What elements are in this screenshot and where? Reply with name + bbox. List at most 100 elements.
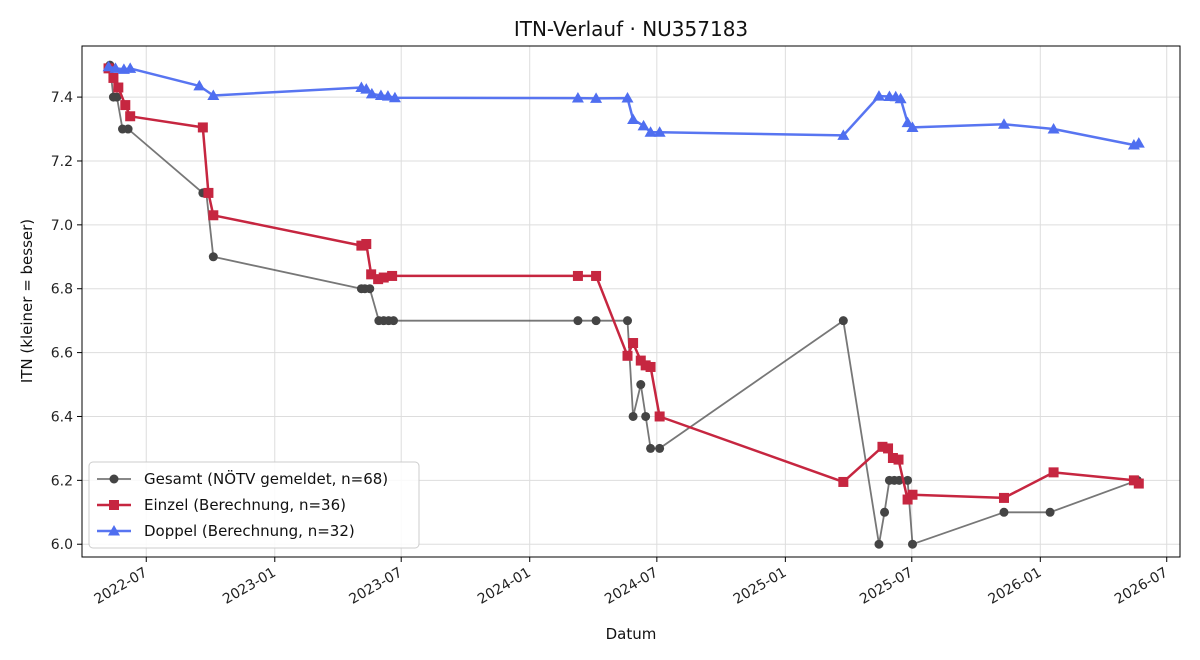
data-point	[208, 210, 219, 221]
data-point	[646, 443, 656, 453]
data-point	[207, 89, 220, 101]
data-point	[644, 126, 657, 137]
data-point	[113, 82, 124, 93]
data-point	[893, 454, 904, 465]
data-point	[203, 187, 214, 198]
y-tick-label: 7.4	[51, 90, 73, 106]
data-point	[387, 270, 398, 281]
data-point	[901, 116, 914, 128]
y-tick-label: 7.0	[51, 218, 73, 234]
data-point	[622, 350, 633, 361]
data-point	[193, 79, 206, 91]
legend-label: Einzel (Berechnung, n=36)	[144, 496, 346, 514]
data-point	[208, 252, 218, 262]
data-point	[366, 269, 377, 280]
legend-marker	[109, 474, 119, 484]
data-point	[389, 316, 399, 326]
data-point	[572, 270, 583, 281]
legend-label: Gesamt (NÖTV gemeldet, n=68)	[144, 469, 388, 488]
data-point	[112, 92, 122, 102]
data-point	[124, 62, 137, 73]
data-point	[1132, 137, 1145, 148]
y-tick-label: 6.6	[51, 346, 73, 362]
data-point	[621, 92, 634, 103]
y-tick-label: 6.4	[51, 409, 73, 425]
data-point	[907, 539, 917, 549]
data-point	[998, 492, 1009, 503]
data-point	[365, 284, 375, 294]
data-point	[838, 316, 848, 326]
data-point	[880, 507, 890, 517]
data-point	[109, 62, 122, 73]
data-point	[894, 92, 907, 104]
data-point	[999, 507, 1009, 517]
series-triangle	[102, 60, 1145, 150]
legend: Gesamt (NÖTV gemeldet, n=68) Einzel (Bere…	[88, 461, 420, 549]
data-point	[591, 270, 602, 281]
data-point	[571, 92, 584, 103]
data-point	[838, 476, 849, 487]
data-point	[123, 124, 133, 134]
data-point	[1045, 507, 1055, 517]
legend-marker	[108, 525, 120, 536]
x-tick-label: 2026-01	[986, 565, 1045, 608]
data-point	[877, 441, 888, 452]
plot-series	[102, 60, 1145, 549]
data-point	[388, 91, 401, 103]
data-point	[887, 452, 898, 463]
data-point	[125, 111, 136, 122]
data-point	[365, 87, 378, 99]
y-axis-title: ITN (kleiner = besser)	[18, 219, 36, 383]
data-point	[1133, 478, 1144, 489]
y-tick-label: 6.8	[51, 282, 73, 298]
x-tick-label: 2023-01	[220, 565, 279, 608]
data-point	[837, 129, 850, 140]
x-axis-ticks: 2022-07 2023-01 2023-07 2024-01 2024-07 2025-…	[92, 557, 1171, 608]
data-point	[590, 92, 603, 103]
data-point	[637, 119, 650, 131]
data-point	[874, 539, 884, 549]
data-point	[381, 90, 394, 101]
data-point	[378, 272, 389, 283]
y-tick-label: 6.2	[51, 473, 73, 489]
data-point	[997, 118, 1010, 129]
x-tick-label: 2026-07	[1112, 565, 1171, 608]
data-point	[108, 72, 119, 83]
data-point	[1048, 467, 1059, 478]
x-tick-label: 2023-07	[347, 565, 406, 608]
data-point	[373, 274, 384, 285]
x-tick-label: 2024-01	[475, 565, 534, 608]
data-point	[573, 316, 583, 326]
data-point	[197, 122, 208, 133]
y-tick-label: 7.2	[51, 154, 73, 170]
data-point	[120, 100, 131, 111]
legend-label: Doppel (Berechnung, n=32)	[144, 522, 355, 540]
data-point	[628, 411, 638, 421]
data-point	[645, 361, 656, 372]
data-point	[591, 316, 601, 326]
data-point	[907, 489, 918, 500]
data-point	[655, 443, 665, 453]
data-point	[654, 411, 665, 422]
series-square	[103, 63, 1144, 505]
data-point	[360, 83, 373, 94]
x-tick-label: 2022-07	[92, 565, 151, 608]
legend-box	[88, 461, 420, 549]
x-tick-label: 2025-07	[857, 565, 916, 608]
series-line	[108, 65, 1140, 147]
data-point	[627, 113, 640, 124]
data-point	[628, 338, 639, 349]
chart-title: ITN-Verlauf · NU357183	[514, 17, 748, 41]
data-point	[641, 411, 651, 421]
data-point	[623, 316, 633, 326]
data-point	[903, 475, 913, 485]
data-point	[653, 126, 666, 137]
series-line	[107, 67, 1140, 501]
x-tick-label: 2024-07	[602, 565, 661, 608]
data-point	[102, 60, 115, 72]
y-axis-ticks: 6.0 6.2 6.4 6.6 6.8 7.0 7.2 7.4	[51, 90, 82, 553]
legend-marker	[109, 500, 119, 510]
x-axis-title: Datum	[606, 625, 657, 643]
y-tick-label: 6.0	[51, 537, 73, 553]
